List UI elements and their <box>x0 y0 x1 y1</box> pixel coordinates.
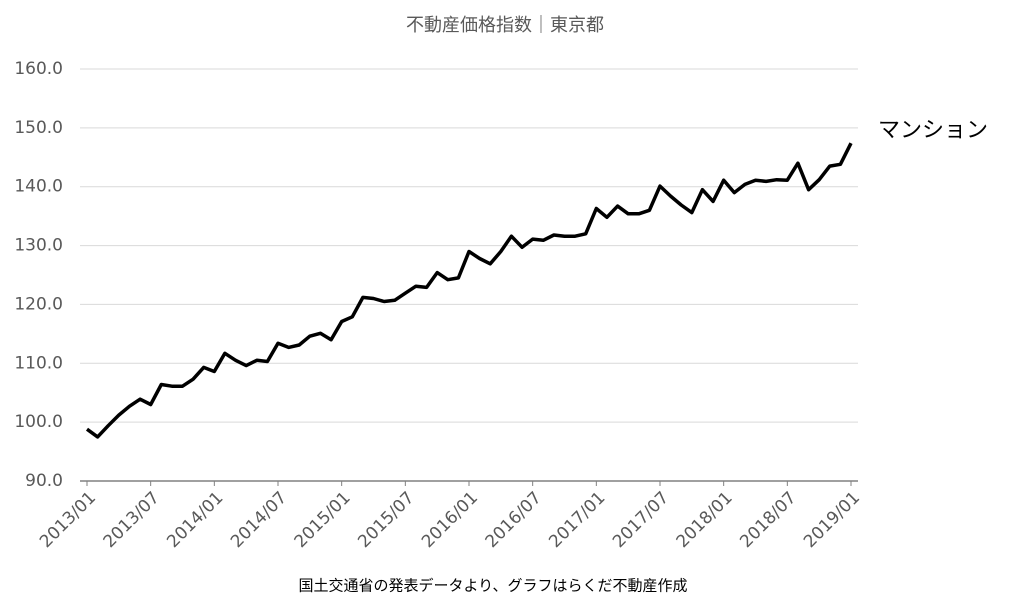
x-tick-label: 2014/07 <box>227 488 291 552</box>
x-tick-label: 2018/07 <box>736 488 800 552</box>
x-tick-label: 2013/01 <box>36 488 100 552</box>
x-tick-label: 2019/01 <box>800 488 864 552</box>
y-tick-label: 90.0 <box>25 471 63 491</box>
y-tick-label: 160.0 <box>14 59 63 79</box>
x-tick-label: 2014/01 <box>163 488 227 552</box>
x-tick-label: 2017/07 <box>609 488 673 552</box>
x-tick-label: 2015/01 <box>291 488 355 552</box>
y-tick-label: 140.0 <box>14 177 63 197</box>
x-tick-label: 2016/01 <box>418 488 482 552</box>
series-label: マンション <box>878 118 988 143</box>
x-tick-label: 2013/07 <box>100 488 164 552</box>
y-tick-label: 110.0 <box>14 353 63 373</box>
x-tick-label: 2015/07 <box>354 488 418 552</box>
x-tick-label: 2018/01 <box>673 488 737 552</box>
chart-title: 不動産価格指数｜東京都 <box>406 15 604 36</box>
y-tick-label: 150.0 <box>14 118 63 138</box>
y-tick-label: 120.0 <box>14 294 63 314</box>
series-line <box>85 142 853 439</box>
source-note: 国土交通省の発表データより、グラフはらくだ不動産作成 <box>298 577 687 595</box>
y-tick-label: 100.0 <box>14 412 63 432</box>
y-tick-label: 130.0 <box>14 236 63 256</box>
x-tick-label: 2016/07 <box>482 488 546 552</box>
x-tick-label: 2017/01 <box>545 488 609 552</box>
